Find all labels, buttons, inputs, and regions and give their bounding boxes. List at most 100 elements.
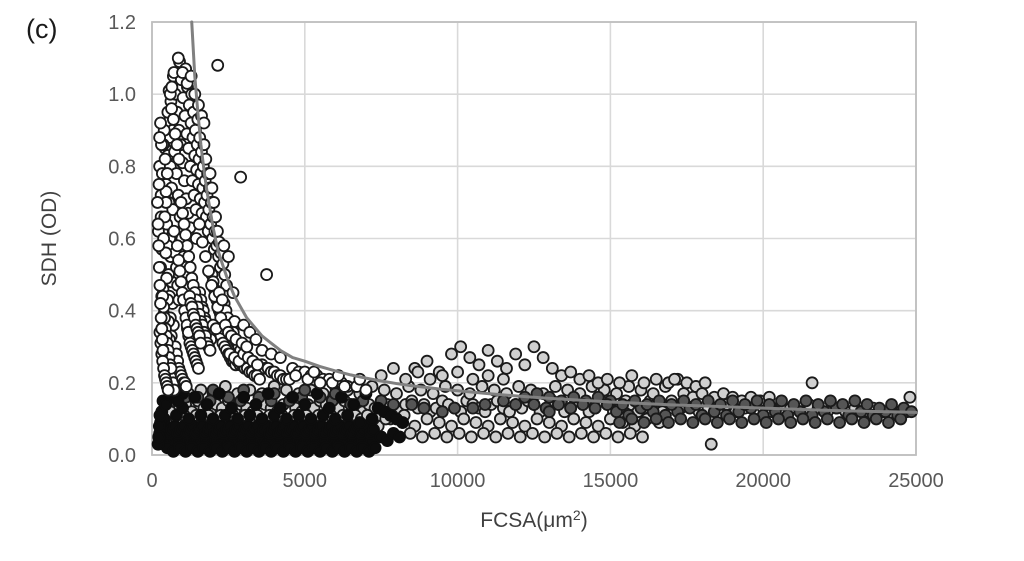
data-point: [151, 217, 165, 231]
data-point: [625, 412, 639, 426]
data-point: [260, 268, 274, 281]
data-point: [240, 340, 254, 354]
data-point: [587, 430, 600, 444]
data-point: [530, 412, 544, 426]
data-point: [775, 394, 788, 408]
x-tick-label: 0: [146, 470, 157, 492]
data-point: [799, 394, 813, 408]
data-point: [481, 343, 495, 357]
data-point: [493, 412, 507, 426]
data-point: [512, 380, 526, 393]
data-point: [613, 376, 626, 390]
y-tick-label: 0.6: [108, 229, 136, 251]
plot-frame: [151, 21, 917, 456]
data-point: [567, 412, 581, 426]
data-point: [463, 351, 477, 364]
data-point: [885, 398, 898, 411]
data-point: [464, 430, 478, 444]
data-point: [903, 390, 917, 404]
data-points: [151, 51, 918, 458]
data-point: [772, 412, 785, 426]
data-point: [196, 235, 209, 249]
data-point: [611, 430, 625, 444]
data-point: [249, 333, 263, 346]
data-point: [894, 412, 908, 426]
data-point: [174, 275, 188, 289]
data-point: [160, 167, 174, 180]
data-point: [637, 376, 651, 390]
data-point: [353, 416, 367, 429]
data-point: [445, 419, 458, 433]
data-point: [588, 401, 602, 415]
data-point: [200, 398, 214, 411]
y-tick-label: 0.2: [108, 373, 136, 395]
data-point: [445, 347, 458, 361]
data-point: [192, 361, 205, 375]
data-point: [292, 408, 306, 422]
data-point: [477, 426, 490, 440]
y-axis-title-text: SDH (OD): [38, 191, 61, 287]
y-tick-label: 0.4: [108, 301, 136, 323]
data-point: [153, 131, 167, 144]
data-point: [454, 340, 468, 354]
data-point: [417, 401, 431, 415]
data-point: [582, 369, 596, 383]
data-point: [237, 390, 251, 404]
data-point: [574, 426, 588, 440]
data-point: [322, 401, 336, 415]
data-point: [155, 333, 169, 346]
data-point: [451, 365, 465, 379]
data-point: [457, 412, 471, 426]
data-point: [698, 412, 712, 426]
data-point: [234, 170, 248, 184]
data-point: [613, 416, 626, 429]
data-point: [636, 430, 649, 444]
data-point: [472, 358, 486, 372]
data-point: [173, 264, 187, 278]
data-point: [500, 361, 513, 375]
data-point: [217, 239, 231, 253]
data-point: [202, 264, 215, 278]
data-point: [171, 51, 185, 65]
data-point: [249, 398, 263, 411]
data-point: [420, 354, 434, 368]
data-point: [726, 394, 740, 408]
data-point: [848, 394, 862, 408]
data-point: [545, 361, 559, 375]
data-point: [253, 372, 266, 386]
data-point: [466, 372, 480, 386]
data-point: [154, 311, 168, 325]
data-point: [172, 152, 186, 166]
data-point: [649, 372, 663, 386]
data-point: [273, 401, 287, 415]
data-point: [179, 228, 193, 242]
data-point: [183, 260, 197, 274]
data-point: [509, 398, 523, 411]
data-point: [649, 412, 663, 426]
data-point: [152, 430, 166, 444]
data-point: [194, 408, 208, 422]
data-point: [564, 401, 578, 415]
y-tick-label: 0.8: [108, 156, 136, 178]
x-tick-label: 5000: [283, 470, 328, 492]
data-point: [536, 351, 550, 364]
data-point: [377, 383, 391, 397]
data-point: [440, 430, 454, 444]
data-point: [506, 416, 520, 429]
data-point: [836, 398, 850, 411]
data-point: [368, 441, 382, 455]
data-point: [313, 376, 327, 390]
data-point: [188, 390, 202, 404]
x-tick-label: 25000: [888, 470, 944, 492]
data-point: [211, 58, 225, 72]
data-point: [735, 416, 749, 429]
data-point: [199, 250, 212, 263]
x-axis-title-text: FCSA(μm2): [480, 507, 587, 532]
data-point: [203, 343, 217, 357]
data-point: [542, 405, 556, 419]
data-point: [221, 250, 235, 263]
data-point: [152, 239, 166, 253]
data-point: [405, 398, 419, 411]
